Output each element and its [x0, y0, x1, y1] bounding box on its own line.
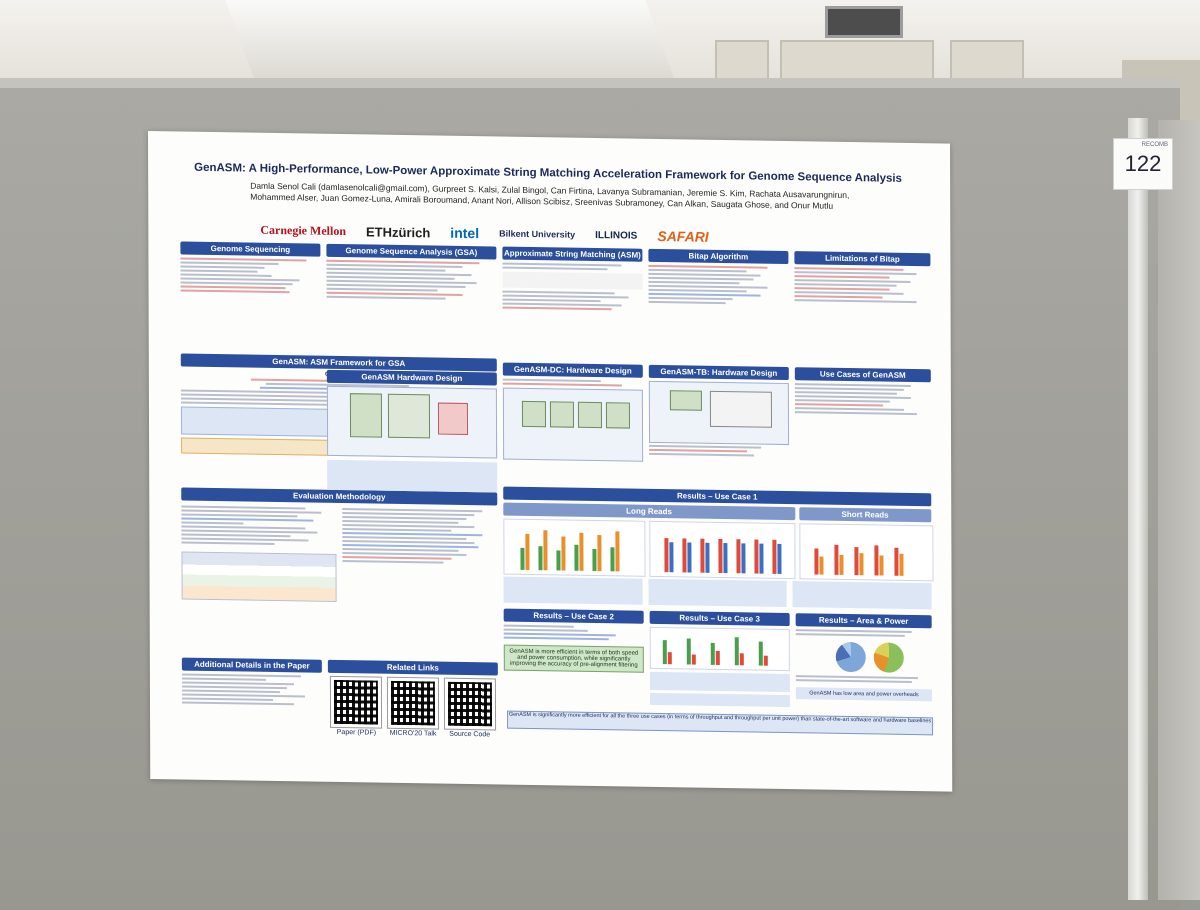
- chart-long-reads-1: [503, 518, 646, 577]
- poster: GenASM: A High-Performance, Low-Power Ap…: [148, 131, 953, 792]
- qr-code-icon: [443, 677, 496, 731]
- booth-number-caption: RECOMB: [1141, 142, 1168, 148]
- section-asm: Approximate String Matching (ASM): [502, 246, 643, 262]
- intel-logo: intel: [450, 224, 480, 242]
- chart-short-reads: [799, 523, 934, 582]
- bitap-section: Bitap Algorithm: [648, 248, 789, 307]
- ceiling-beam: [225, 0, 675, 80]
- evaluation-section: Evaluation Methodology: [181, 487, 498, 605]
- power-pie-chart: [873, 642, 904, 673]
- uc1-note-1: [503, 576, 643, 605]
- uc2-conclusion: GenASM is more efficient in terms of bot…: [503, 644, 644, 673]
- additional-section: Additional Details in the Paper: [181, 657, 322, 708]
- hw-design-section: GenASM Hardware Design: [326, 369, 498, 493]
- section-tb-design: GenASM-TB: Hardware Design: [648, 364, 789, 381]
- related-links-section: Related Links Paper (PDF) MICRO'20 Talk …: [327, 659, 498, 739]
- illinois-logo: ILLINOIS: [595, 229, 638, 242]
- results-uc3-section: Results – Use Case 3: [649, 610, 790, 708]
- area-power-section: Results – Area & Power GenASM has low ar…: [795, 613, 932, 702]
- qr-label: Paper (PDF): [336, 728, 377, 737]
- qr-label: MICRO'20 Talk: [389, 729, 437, 738]
- uc1-note-2: [648, 578, 787, 608]
- safari-logo: SAFARI: [657, 228, 709, 245]
- section-bitap: Bitap Algorithm: [648, 248, 789, 265]
- column-1: Genome Sequencing: [180, 241, 321, 296]
- chart-long-reads-2: [649, 520, 796, 580]
- limitations-section: Limitations of Bitap: [794, 251, 931, 305]
- eth-logo: ETHzürich: [365, 223, 431, 240]
- section-gsa: Genome Sequence Analysis (GSA): [326, 243, 497, 260]
- cmu-logo: Carnegie Mellon: [260, 222, 347, 238]
- area-pie-chart: [835, 641, 866, 673]
- section-framework: GenASM: ASM Framework for GSA: [180, 353, 497, 372]
- bilkent-logo: Bilkent University: [499, 228, 576, 240]
- text-block: [180, 257, 320, 294]
- hw-design-note: [327, 459, 498, 493]
- section-dc-design: GenASM-DC: Hardware Design: [502, 362, 643, 378]
- section-results-uc3: Results – Use Case 3: [649, 610, 790, 627]
- tb-design-section: GenASM-TB: Hardware Design: [648, 364, 790, 459]
- qr-source: Source Code: [443, 677, 496, 739]
- section-results-uc2: Results – Use Case 2: [503, 608, 644, 624]
- asm-section: Approximate String Matching (ASM): [502, 246, 643, 313]
- gsa-section: Genome Sequence Analysis (GSA): [326, 243, 497, 303]
- pie-charts: [835, 641, 932, 674]
- short-reads-header: Short Reads: [798, 507, 932, 523]
- booth-number: 122: [1124, 151, 1162, 176]
- section-related-links: Related Links: [327, 659, 498, 676]
- qr-label: Source Code: [449, 730, 491, 739]
- uc3-note-2: [649, 692, 790, 708]
- dc-design-diagram: [502, 387, 644, 462]
- uc3-note-1: [649, 671, 790, 693]
- section-additional: Additional Details in the Paper: [181, 657, 322, 673]
- qr-code-icon: [386, 676, 440, 730]
- chart-use-case-3: [649, 626, 790, 672]
- poster-authors: Damla Senol Cali (damlasenolcali@gmail.c…: [250, 181, 940, 214]
- long-reads-header: Long Reads: [503, 502, 795, 521]
- ceiling-vent: [825, 6, 903, 38]
- board-frame-adjacent: [1158, 120, 1200, 900]
- section-limitations: Limitations of Bitap: [794, 251, 931, 267]
- poster-summary: GenASM is significantly more efficient f…: [507, 710, 934, 736]
- dc-design-section: GenASM-DC: Hardware Design: [502, 362, 644, 462]
- baseline-table: [181, 551, 337, 602]
- use-cases-section: Use Cases of GenASM: [794, 367, 931, 417]
- area-power-conclusion: GenASM has low area and power overheads: [795, 687, 932, 702]
- asm-example: [502, 271, 643, 290]
- board-frame: [1128, 118, 1148, 900]
- results-uc1-section: Results – Use Case 1 Long Reads Short Re…: [503, 486, 934, 610]
- poster-content: GenASM: A High-Performance, Low-Power Ap…: [180, 158, 942, 772]
- hw-design-diagram: [326, 385, 498, 459]
- section-use-cases: Use Cases of GenASM: [794, 367, 931, 383]
- booth-number-card: RECOMB 122: [1113, 138, 1173, 190]
- tb-design-diagram: [648, 380, 790, 446]
- uc1-charts: [503, 518, 934, 582]
- results-uc2-section: Results – Use Case 2 GenASM is more effi…: [503, 608, 644, 673]
- qr-code-icon: [330, 675, 383, 729]
- qr-talk: MICRO'20 Talk: [386, 676, 440, 738]
- section-hw-design: GenASM Hardware Design: [326, 369, 497, 386]
- uc1-note-3: [792, 581, 932, 610]
- section-genome-sequencing: Genome Sequencing: [180, 241, 321, 257]
- section-area-power: Results – Area & Power: [795, 613, 932, 629]
- qr-paper: Paper (PDF): [330, 675, 383, 737]
